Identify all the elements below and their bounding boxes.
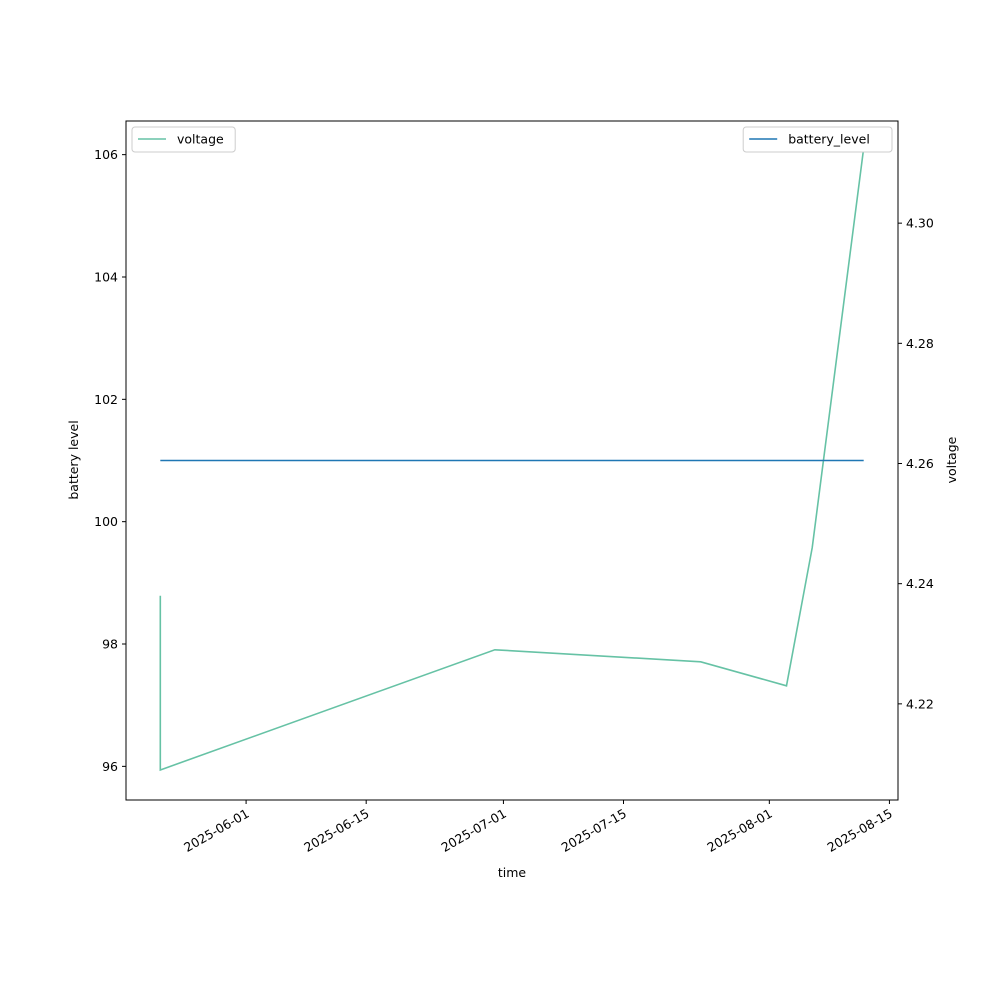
legend-label: voltage [177, 132, 224, 147]
y-tick-label: 96 [102, 759, 118, 774]
y-tick-label: 102 [94, 392, 118, 407]
plot-frame [125, 120, 899, 801]
y-tick-label: 104 [94, 269, 118, 284]
x-tick-label: 2025-08-15 [825, 806, 895, 855]
x-tick-label: 2025-06-15 [301, 806, 371, 855]
y2-tick-label: 4.24 [906, 576, 934, 591]
x-tick-label: 2025-07-15 [559, 806, 629, 855]
legend-box [742, 126, 893, 153]
y2-tick-label: 4.28 [906, 336, 934, 351]
legend: voltage [131, 126, 236, 153]
legend-label: battery_level [788, 132, 870, 147]
legend: battery_level [742, 126, 893, 153]
y-axis-label: battery level [66, 420, 81, 499]
x-axis-label: time [498, 865, 527, 880]
y2-tick-label: 4.26 [906, 456, 934, 471]
y-tick-label: 106 [94, 147, 118, 162]
y-tick-label: 100 [94, 514, 118, 529]
x-tick-label: 2025-07-01 [439, 806, 509, 855]
y2-tick-label: 4.22 [906, 696, 934, 711]
x-tick-label: 2025-06-01 [181, 806, 251, 855]
legend-box [131, 126, 236, 153]
y2-axis-label: voltage [944, 436, 959, 483]
series-line [159, 147, 865, 772]
x-tick-label: 2025-08-01 [704, 806, 774, 855]
y2-tick-label: 4.30 [906, 216, 934, 231]
y-tick-label: 98 [102, 637, 118, 652]
